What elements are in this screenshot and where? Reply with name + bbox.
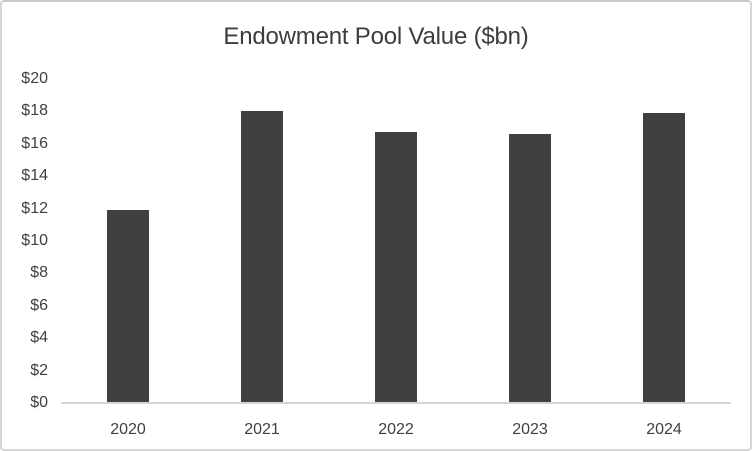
- y-tick-label: $8: [30, 264, 48, 282]
- x-tick-label-2024: 2024: [646, 421, 682, 438]
- x-tick-label-2023: 2023: [512, 421, 548, 438]
- x-tick-label-2020: 2020: [110, 421, 146, 438]
- y-tick-label: $12: [21, 199, 48, 217]
- bar-2020: [107, 210, 149, 403]
- x-tick-label-2021: 2021: [244, 421, 280, 438]
- y-tick-label: $18: [21, 102, 48, 120]
- bar-2021: [241, 111, 283, 403]
- x-tick-label-2022: 2022: [378, 421, 414, 438]
- y-tick-label: $4: [30, 329, 48, 347]
- x-axis-line: [61, 402, 731, 404]
- y-tick-label: $16: [21, 134, 48, 152]
- chart-title: Endowment Pool Value ($bn): [223, 23, 529, 50]
- y-tick-label: $14: [21, 167, 48, 185]
- bar-2022: [375, 132, 417, 403]
- y-tick-label: $20: [21, 70, 48, 87]
- y-tick-label: $2: [30, 361, 48, 379]
- bar-2024: [643, 113, 685, 403]
- y-tick-label: $6: [30, 296, 48, 314]
- y-tick-label: $10: [21, 232, 48, 249]
- bar-2023: [509, 134, 551, 403]
- y-tick-label: $0: [30, 394, 48, 411]
